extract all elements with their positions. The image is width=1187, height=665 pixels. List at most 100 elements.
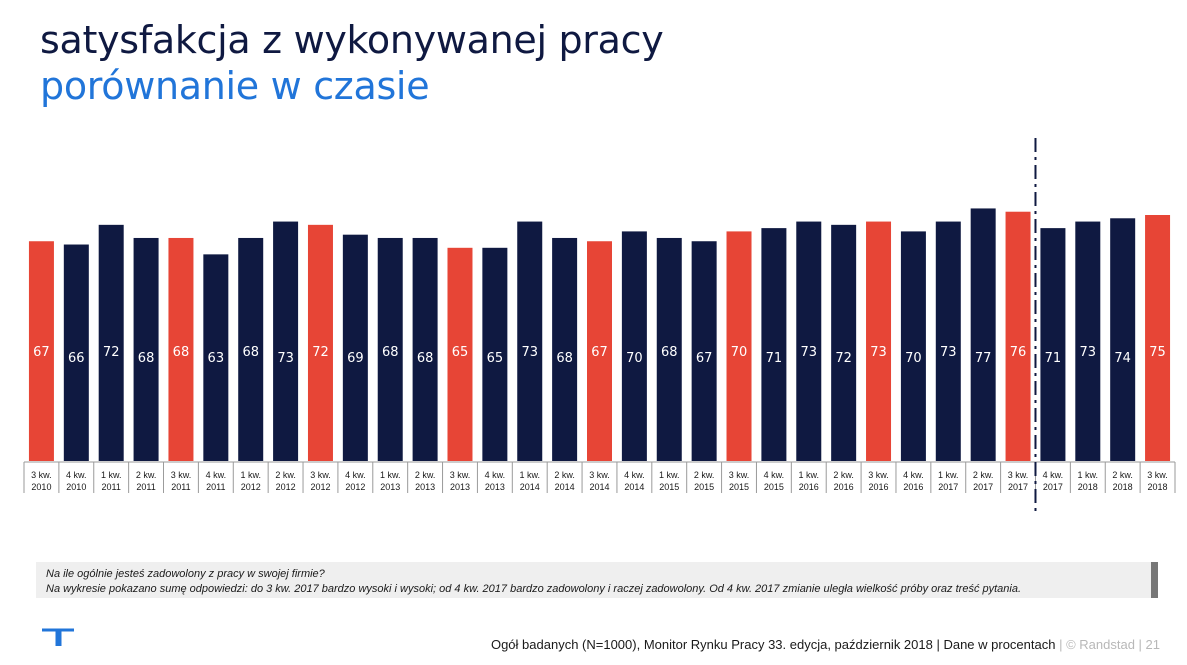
x-tick-label: 2018: [1113, 482, 1133, 492]
x-tick-label: 2011: [102, 482, 121, 492]
x-tick-label: 2 kw.: [136, 470, 157, 480]
bar: [970, 208, 996, 461]
bar: [447, 247, 473, 461]
x-tick-label: 1 kw.: [659, 470, 680, 480]
bar: [412, 237, 438, 461]
x-tick-label: 2017: [973, 482, 993, 492]
x-tick-label: 2012: [345, 482, 365, 492]
bar: [656, 237, 682, 461]
x-tick-label: 3 kw.: [1147, 470, 1168, 480]
x-tick-label: 4 kw.: [624, 470, 645, 480]
bar: [1040, 228, 1066, 461]
data-label: 65: [452, 345, 469, 360]
bar: [1075, 221, 1101, 461]
x-tick-label: 2 kw.: [694, 470, 715, 480]
data-label: 65: [487, 351, 504, 366]
bar: [691, 241, 717, 461]
data-label: 73: [1080, 345, 1097, 360]
x-tick-label: 4 kw.: [66, 470, 87, 480]
x-tick-label: 2014: [520, 482, 540, 492]
bar: [796, 221, 822, 461]
x-tick-label: 2013: [450, 482, 470, 492]
x-tick-label: 1 kw.: [799, 470, 820, 480]
x-tick-label: 3 kw.: [868, 470, 889, 480]
data-label: 68: [173, 345, 190, 360]
x-tick-label: 4 kw.: [345, 470, 366, 480]
x-tick-label: 2 kw.: [833, 470, 854, 480]
data-label: 73: [521, 345, 538, 360]
data-label: 73: [940, 345, 957, 360]
footer: Ogół badanych (N=1000), Monitor Rynku Pr…: [491, 637, 1160, 652]
bar: [273, 221, 299, 461]
randstad-logo-icon: [42, 628, 74, 646]
bar: [900, 231, 926, 461]
bar: [203, 254, 229, 461]
bar: [1005, 211, 1031, 461]
x-tick-label: 1 kw.: [938, 470, 959, 480]
page-subtitle: porównanie w czasie: [40, 64, 430, 108]
data-label: 68: [417, 351, 434, 366]
bar: [621, 231, 647, 461]
x-tick-label: 3 kw.: [1008, 470, 1029, 480]
note-box: Na ile ogólnie jesteś zadowolony z pracy…: [36, 562, 1158, 598]
x-tick-label: 2014: [555, 482, 575, 492]
data-label: 72: [103, 345, 120, 360]
footer-separator: |: [1134, 637, 1146, 652]
data-label: 73: [870, 345, 887, 360]
x-tick-label: 2010: [31, 482, 51, 492]
x-tick-label: 1 kw.: [519, 470, 540, 480]
x-tick-label: 3 kw.: [31, 470, 52, 480]
bar: [761, 228, 787, 461]
x-tick-label: 3 kw.: [171, 470, 192, 480]
x-tick-label: 2017: [938, 482, 958, 492]
data-label: 73: [277, 351, 294, 366]
x-tick-label: 2018: [1148, 482, 1168, 492]
note-explanation: Na wykresie pokazano sumę odpowiedzi: do…: [46, 583, 1022, 595]
data-label: 67: [696, 351, 713, 366]
x-tick-label: 2 kw.: [1112, 470, 1133, 480]
x-tick-label: 2012: [310, 482, 330, 492]
data-label: 66: [68, 351, 85, 366]
bar: [238, 237, 264, 461]
x-tick-label: 2017: [1008, 482, 1028, 492]
x-tick-label: 2016: [834, 482, 854, 492]
x-tick-label: 4 kw.: [206, 470, 227, 480]
data-label: 68: [556, 351, 573, 366]
footer-source: Ogół badanych (N=1000), Monitor Rynku Pr…: [490, 637, 1056, 652]
bar: [517, 221, 543, 461]
x-tick-label: 2015: [764, 482, 784, 492]
x-tick-label: 4 kw.: [1043, 470, 1064, 480]
data-label: 63: [208, 351, 225, 366]
data-label: 67: [33, 345, 50, 360]
bar: [726, 231, 752, 461]
x-tick-label: 4 kw.: [485, 470, 506, 480]
x-tick-label: 2013: [485, 482, 505, 492]
data-label: 76: [1010, 345, 1027, 360]
x-tick-label: 2010: [66, 482, 86, 492]
bar: [28, 241, 54, 461]
data-label: 68: [138, 351, 155, 366]
bar: [482, 247, 508, 461]
x-tick-label: 2012: [276, 482, 296, 492]
x-tick-label: 3 kw.: [310, 470, 331, 480]
bar: [307, 224, 333, 461]
data-label: 68: [661, 345, 678, 360]
bar: [377, 237, 403, 461]
data-label: 68: [242, 345, 259, 360]
data-label: 70: [905, 351, 922, 366]
data-label: 74: [1114, 351, 1131, 366]
x-tick-label: 2 kw.: [275, 470, 296, 480]
x-tick-label: 2017: [1043, 482, 1063, 492]
x-tick-label: 4 kw.: [764, 470, 785, 480]
x-tick-label: 3 kw.: [729, 470, 750, 480]
x-tick-label: 1 kw.: [380, 470, 401, 480]
data-label: 71: [766, 351, 783, 366]
bar-chart: 67 66 72 68 68 63 68 73 72 69 68 68 65 65 73 68 67 70 68 67…: [23, 138, 1176, 515]
footer-page-number: 21: [1145, 637, 1160, 652]
bar: [168, 237, 194, 461]
x-tick-label: 2018: [1078, 482, 1098, 492]
footer-separator: |: [1055, 637, 1067, 652]
x-tick-label: 2015: [659, 482, 679, 492]
data-label: 77: [975, 351, 992, 366]
data-label: 70: [731, 345, 748, 360]
